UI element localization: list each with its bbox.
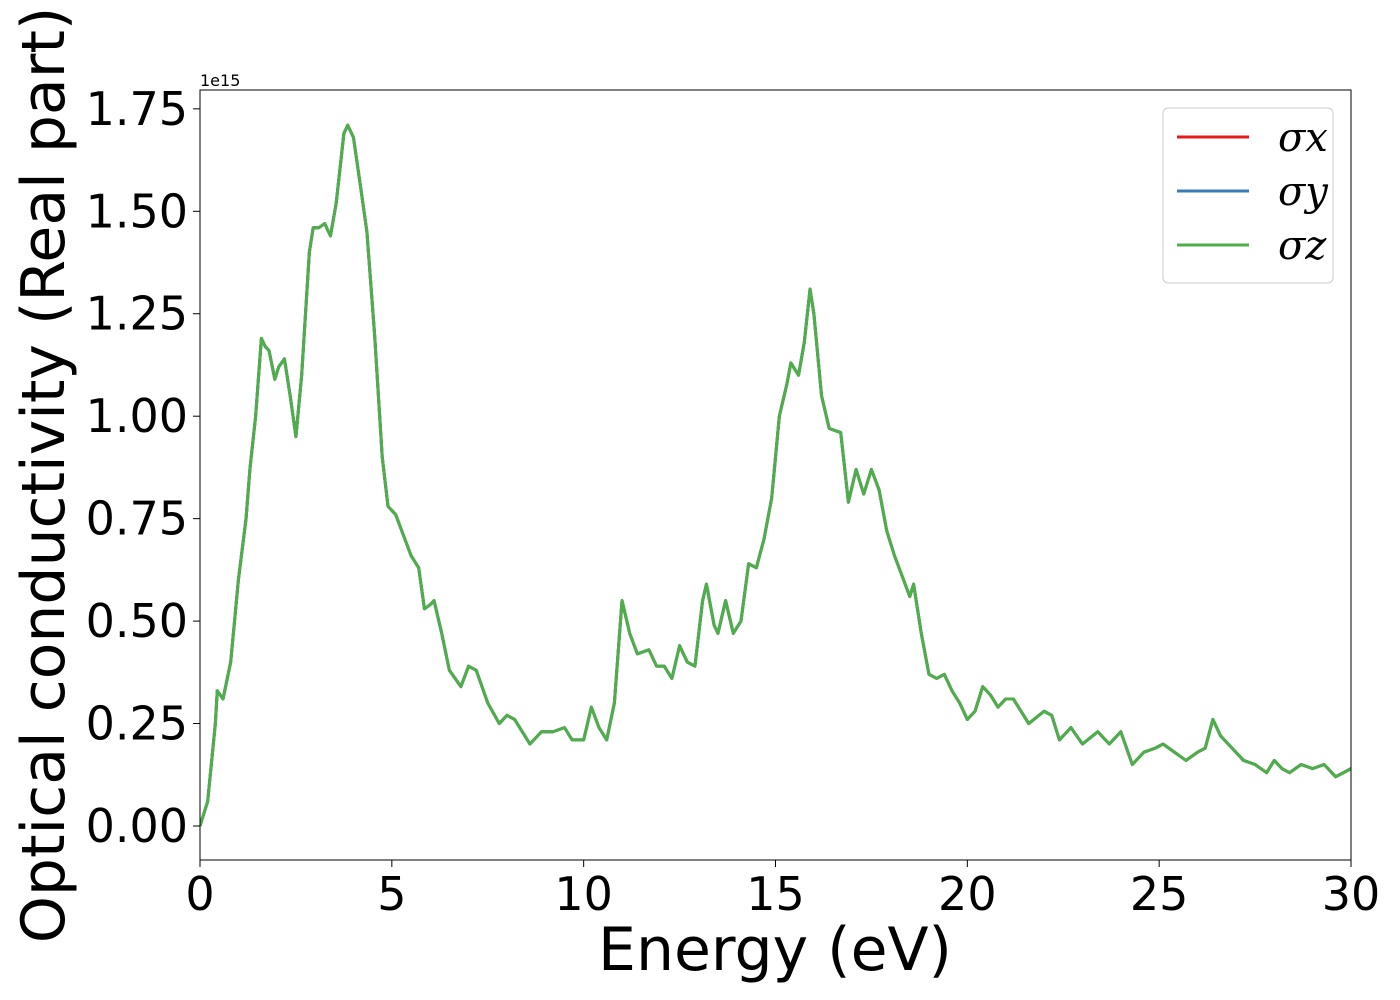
y-tick-label: 0.75 — [86, 492, 188, 546]
y-offset-label: 1e15 — [200, 71, 240, 90]
y-tick-label: 0.25 — [86, 697, 188, 751]
x-tick-label: 10 — [554, 867, 613, 921]
y-tick-label: 0.50 — [86, 594, 188, 648]
x-tick-label: 30 — [1322, 867, 1381, 921]
y-tick-label: 1.50 — [86, 184, 188, 238]
y-tick-label: 1.25 — [86, 287, 188, 341]
x-tick-label: 15 — [746, 867, 805, 921]
y-axis-label: Optical conductivity (Real part) — [9, 7, 79, 944]
x-tick-label: 25 — [1130, 867, 1189, 921]
x-tick-label: 0 — [185, 867, 214, 921]
x-tick-label: 5 — [377, 867, 406, 921]
legend-box — [1162, 107, 1334, 284]
y-tick-label: 1.00 — [86, 389, 188, 443]
legend-label: σx — [1278, 115, 1328, 161]
plot-frame — [199, 89, 1352, 861]
legend-label: σy — [1278, 169, 1329, 215]
y-tick-label: 0.00 — [86, 799, 188, 853]
x-axis-label: Energy (eV) — [598, 915, 952, 985]
series-line — [200, 123, 1351, 827]
legend-label: σz — [1278, 223, 1327, 269]
y-tick-label: 1.75 — [86, 82, 188, 136]
x-tick-label: 20 — [938, 867, 997, 921]
